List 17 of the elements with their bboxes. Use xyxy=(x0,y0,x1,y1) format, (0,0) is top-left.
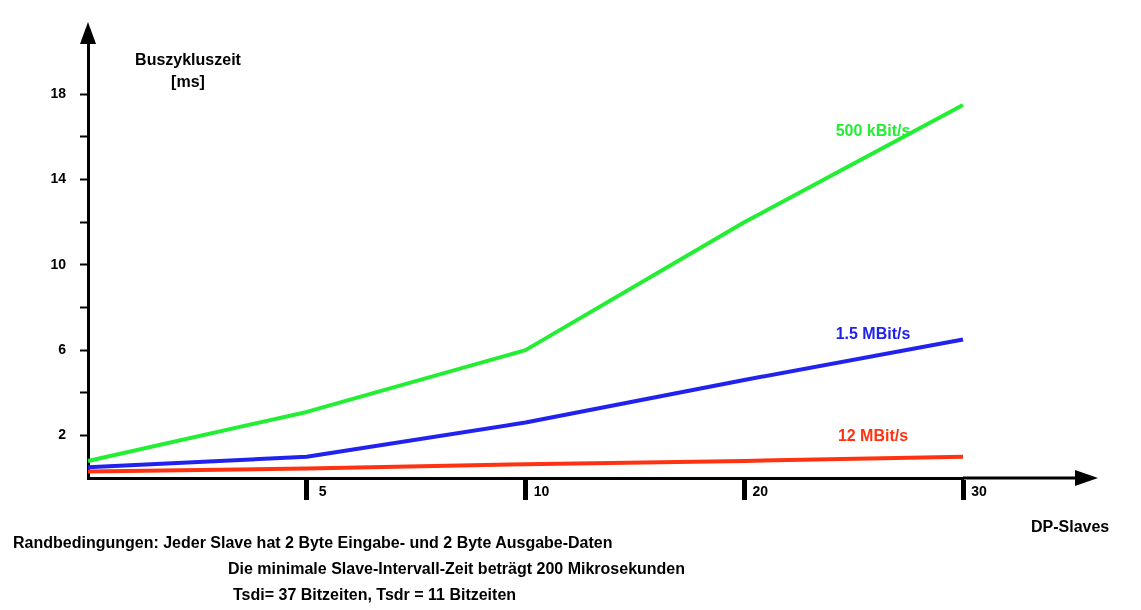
y-tick-label: 18 xyxy=(50,85,67,102)
series-label: 12 MBit/s xyxy=(837,426,909,444)
y-tick-label: 10 xyxy=(50,255,67,272)
y-tick-label: 6 xyxy=(58,340,67,357)
y-tick-label: 2 xyxy=(58,426,67,443)
y-tick-label: 14 xyxy=(50,170,67,187)
x-tick-label: 10 xyxy=(533,483,550,500)
x-tick-label: 30 xyxy=(971,483,987,500)
text: Randbedingungen: Jeder Slave hat 2 Byte Eingabe- und 2 Byte Ausgabe-Daten xyxy=(13,534,613,552)
text: Tsdi= 37 Bitzeiten, Tsdr = 11 Bitzeiten xyxy=(233,586,517,604)
series-label: 500 kBit/s xyxy=(835,121,911,139)
x-tick-label: 5 xyxy=(318,483,327,500)
x-tick-label: 20 xyxy=(752,483,769,500)
x-axis-title: DP-Slaves xyxy=(1031,518,1110,536)
y-axis-title: Buszykluszeit [ms] xyxy=(135,50,242,90)
series-label: 1.5 MBit/s xyxy=(835,324,911,342)
text: Die minimale Slave-Intervall-Zeit beträgt 200 Mikrosekunden xyxy=(228,560,686,578)
